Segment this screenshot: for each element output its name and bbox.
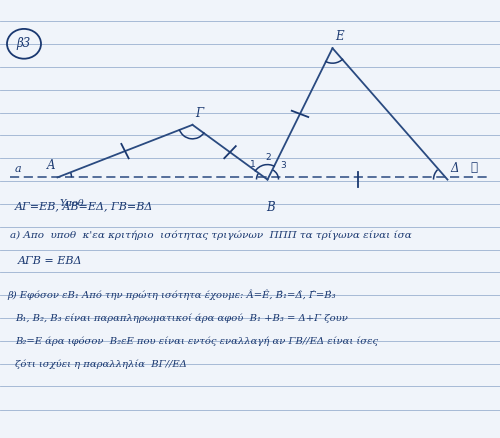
Text: ΑΓΒ = ΕΒΔ: ΑΓΒ = ΕΒΔ — [18, 256, 82, 266]
Text: 2: 2 — [266, 153, 272, 162]
Text: a: a — [15, 164, 22, 174]
Text: E: E — [335, 30, 344, 43]
Text: Β₁, Β₂, Β₃ είναι παραπληρωματικοί άρα αφού  Β₁ +Β₃ = Δ+Γ ζουν: Β₁, Β₂, Β₃ είναι παραπληρωματικοί άρα αφ… — [15, 313, 348, 323]
Text: Γ: Γ — [195, 106, 203, 120]
Text: 3: 3 — [280, 161, 286, 170]
Text: a) Απο  υποθ  κ'εα κριτήριο  ισότητας τριγώνων  ΠΠΠ τα τρίγωνα είναι ίσα: a) Απο υποθ κ'εα κριτήριο ισότητας τριγώ… — [10, 230, 412, 240]
Text: β) Εφόσον εΒ₁ Από την πρώτη ισότητα έχουμε: Â=Ê, Β̂₁=Δ̂, Γ̂=Β̂₃: β) Εφόσον εΒ₁ Από την πρώτη ισότητα έχου… — [8, 289, 336, 300]
Text: ζότι ισχύει η παραλληλία  ΒΓ//ΕΔ: ζότι ισχύει η παραλληλία ΒΓ//ΕΔ — [15, 359, 187, 369]
Text: Υποθ: Υποθ — [60, 199, 84, 208]
Text: ℓ: ℓ — [470, 161, 477, 174]
Text: β3: β3 — [17, 37, 31, 50]
Text: 1: 1 — [250, 159, 256, 169]
Text: A: A — [46, 159, 55, 172]
Text: B: B — [266, 201, 274, 214]
Text: ΑΓ=ΕΒ, ΑΒ=ΕΔ, ΓΒ=ΒΔ: ΑΓ=ΕΒ, ΑΒ=ΕΔ, ΓΒ=ΒΔ — [15, 201, 154, 212]
Text: Β₂=Ε άρα ιφόσον  Β₂εΕ που είναι εντός εναλλαγή αν ΓΒ//ΕΔ είναι ίσες: Β₂=Ε άρα ιφόσον Β₂εΕ που είναι εντός ενα… — [15, 336, 378, 346]
Text: Δ: Δ — [450, 162, 458, 175]
